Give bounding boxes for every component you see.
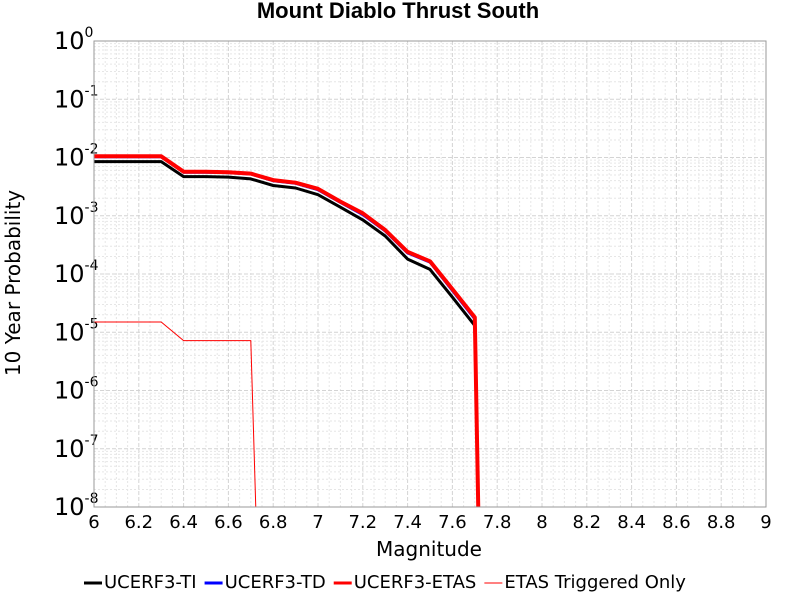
x-tick-label: 7.8 [483, 512, 512, 533]
y-tick-label: 10-2 [54, 142, 99, 172]
y-tick-label: 10-1 [54, 83, 99, 113]
y-axis-label: 10 Year Probability [1, 190, 25, 376]
y-tick-label: 10-8 [54, 491, 99, 521]
x-tick-label: 8.8 [707, 512, 736, 533]
y-tick-label: 10-7 [54, 433, 99, 463]
x-tick-label: 8.2 [572, 512, 601, 533]
y-tick-label: 10-5 [54, 316, 99, 346]
x-tick-label: 8.4 [617, 512, 646, 533]
x-tick-label: 7 [312, 512, 323, 533]
y-tick-label: 10-6 [54, 375, 99, 405]
series-line-etas-triggered-only [94, 321, 257, 507]
x-tick-label: 7.4 [393, 512, 422, 533]
y-tick-label: 10-3 [54, 200, 99, 230]
x-tick-label: 6.8 [259, 512, 288, 533]
x-tick-label: 8 [536, 512, 547, 533]
series-line-ucerf3-etas [94, 154, 481, 507]
plot-frame [93, 40, 767, 508]
legend-label: ETAS Triggered Only [504, 572, 686, 593]
x-axis-label: Magnitude [376, 537, 482, 561]
y-tick-label: 10-4 [54, 258, 99, 288]
series-line-ucerf3-ti [94, 160, 480, 507]
x-tick-label: 7.2 [348, 512, 377, 533]
x-tick-label: 7.6 [438, 512, 467, 533]
x-tick-label: 6.6 [214, 512, 243, 533]
legend-label: UCERF3-TI [104, 572, 197, 593]
y-tick-label: 100 [54, 25, 93, 55]
series-layer [94, 154, 481, 507]
legend-label: UCERF3-ETAS [354, 572, 477, 593]
ticks: 6 6.2 6.4 6.6 6.8 7 7.2 7.4 7.6 7.8 8 8.2 8.4 8.6 8.8 9… [54, 25, 772, 533]
legend-label: UCERF3-TD [225, 572, 326, 593]
chart-title: Mount Diablo Thrust South [257, 0, 539, 23]
x-tick-label: 6 [88, 512, 99, 533]
x-tick-label: 6.2 [124, 512, 153, 533]
x-tick-label: 6.4 [169, 512, 198, 533]
grid [93, 41, 767, 508]
legend: UCERF3-TI UCERF3-TD UCERF3-ETAS ETAS Trigge… [84, 572, 686, 593]
x-tick-label: 9 [760, 512, 771, 533]
x-tick-label: 8.6 [662, 512, 691, 533]
